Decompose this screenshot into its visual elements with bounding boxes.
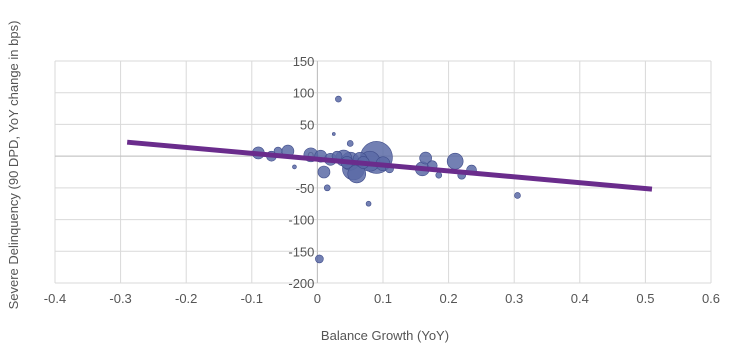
x-tick-label: -0.2	[175, 291, 197, 306]
x-tick-label: -0.3	[109, 291, 131, 306]
data-bubble	[331, 132, 336, 136]
data-bubble	[446, 152, 464, 170]
data-bubble	[435, 171, 443, 179]
x-tick-label: 0.6	[702, 291, 720, 306]
data-bubble	[365, 200, 372, 207]
data-bubble	[317, 165, 331, 179]
data-bubble	[315, 254, 324, 264]
x-tick-label: 0.1	[374, 291, 392, 306]
y-tick-label: 100	[293, 86, 315, 101]
data-bubble	[419, 151, 432, 165]
trendline-group	[126, 139, 653, 192]
y-tick-label: -150	[288, 244, 314, 259]
x-tick-label: 0.3	[505, 291, 523, 306]
gridlines	[54, 60, 712, 284]
y-tick-labels: -200-150-100-50050100150	[288, 54, 314, 291]
x-tick-label: -0.1	[241, 291, 263, 306]
data-bubble	[323, 184, 331, 192]
x-tick-label: 0.5	[636, 291, 654, 306]
bubbles	[252, 95, 521, 264]
x-axis-title: Balance Growth (YoY)	[321, 328, 449, 343]
data-bubble	[292, 164, 297, 170]
y-tick-label: 150	[293, 54, 315, 69]
trendline	[126, 139, 653, 192]
data-bubble	[335, 95, 342, 103]
x-tick-label: -0.4	[44, 291, 66, 306]
x-tick-label: 0.4	[571, 291, 589, 306]
y-tick-label: -50	[296, 181, 315, 196]
y-tick-label: -100	[288, 213, 314, 228]
x-tick-labels: -0.4 -0.3 -0.2 -0.1 0 0.1 0.2 0.3 0.4 0.5 0.6	[44, 291, 720, 306]
y-tick-label: 50	[300, 117, 314, 132]
x-tick-label: 0.2	[440, 291, 458, 306]
data-bubble	[514, 192, 521, 199]
y-tick-label: -200	[288, 276, 314, 291]
x-tick-label: 0	[314, 291, 321, 306]
y-axis-title: Severe Delinquency (90 DPD, YoY change i…	[6, 21, 21, 310]
data-bubble	[346, 140, 354, 147]
